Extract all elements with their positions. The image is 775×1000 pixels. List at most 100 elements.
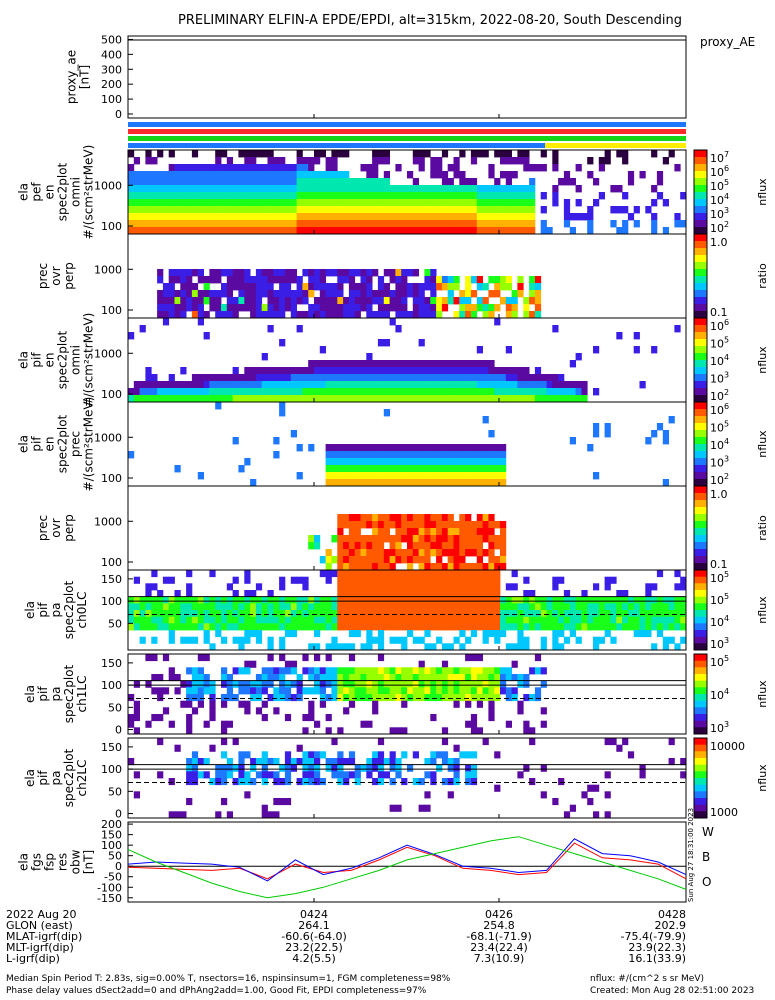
heatmap-cell bbox=[348, 528, 356, 536]
heatmap-cell bbox=[360, 395, 367, 403]
heatmap-cell bbox=[494, 521, 501, 529]
heatmap-cell bbox=[674, 325, 681, 333]
ylabel-prec_ovr_perp_i-line: prec bbox=[36, 515, 50, 541]
heatmap-cell bbox=[418, 374, 425, 382]
heatmap-cell bbox=[284, 192, 292, 200]
heatmap-cell bbox=[133, 185, 140, 193]
heatmap-cell bbox=[453, 596, 460, 604]
heatmap-cell bbox=[366, 353, 373, 361]
heatmap-cell bbox=[482, 367, 489, 375]
heatmap-cell bbox=[221, 674, 228, 682]
heatmap-cell bbox=[407, 556, 414, 564]
heatmap-cell bbox=[284, 304, 292, 312]
heatmap-cell bbox=[488, 563, 495, 571]
heatmap-cell bbox=[232, 596, 239, 604]
heatmap-cell bbox=[383, 185, 390, 193]
heatmap-cell bbox=[261, 276, 268, 284]
heatmap-cell bbox=[395, 590, 402, 598]
heatmap-cell bbox=[232, 636, 239, 644]
heatmap-cell bbox=[255, 297, 263, 305]
heatmap-cell bbox=[284, 758, 292, 766]
heatmap-cell bbox=[558, 178, 565, 186]
heatmap-cell bbox=[383, 220, 390, 228]
heatmap-cell bbox=[348, 700, 356, 708]
heatmap-cell bbox=[366, 290, 373, 298]
heatmap-cell bbox=[331, 556, 338, 564]
heatmap-cell bbox=[587, 596, 594, 604]
heatmap-cell bbox=[470, 465, 478, 473]
heatmap-cell bbox=[610, 220, 617, 228]
heatmap-cell bbox=[377, 360, 385, 368]
heatmap-cell bbox=[308, 764, 315, 772]
heatmap-cell bbox=[354, 479, 361, 487]
heatmap-cell bbox=[453, 583, 460, 591]
ytick-label: 100 bbox=[101, 93, 122, 106]
heatmap-cell bbox=[337, 576, 344, 584]
heatmap-cell bbox=[128, 616, 135, 624]
heatmap-cell bbox=[534, 616, 542, 624]
heatmap-cell bbox=[401, 444, 408, 452]
heatmap-cell bbox=[441, 667, 449, 675]
heatmap-cell bbox=[302, 395, 309, 403]
heatmap-cell bbox=[128, 623, 135, 631]
heatmap-cell bbox=[168, 395, 175, 403]
heatmap-cell bbox=[511, 381, 518, 389]
heatmap-cell bbox=[337, 667, 344, 675]
heatmap-cell bbox=[319, 346, 326, 354]
heatmap-cell bbox=[470, 458, 478, 466]
heatmap-cell bbox=[273, 199, 280, 207]
heatmap-cell bbox=[360, 521, 367, 529]
heatmap-cell bbox=[441, 150, 449, 158]
heatmap-cell bbox=[168, 720, 175, 728]
heatmap-cell bbox=[389, 304, 396, 312]
heatmap-cell bbox=[180, 276, 187, 284]
heatmap-cell bbox=[517, 700, 524, 708]
heatmap-cell bbox=[494, 623, 501, 631]
heatmap-cell bbox=[372, 269, 379, 277]
heatmap-cell bbox=[377, 751, 385, 759]
heatmap-cell bbox=[500, 283, 507, 291]
heatmap-cell bbox=[180, 269, 187, 277]
heatmap-cell bbox=[348, 570, 356, 578]
heatmap-cell bbox=[366, 563, 373, 571]
heatmap-cell bbox=[209, 570, 216, 578]
heatmap-cell bbox=[523, 596, 530, 604]
heatmap-cell bbox=[470, 185, 478, 193]
heatmap-cell bbox=[447, 535, 454, 543]
heatmap-cell bbox=[453, 556, 460, 564]
heatmap-cell bbox=[389, 185, 396, 193]
heatmap-cell bbox=[221, 304, 228, 312]
heatmap-cell bbox=[389, 276, 396, 284]
heatmap-cell bbox=[226, 388, 233, 396]
heatmap-cell bbox=[505, 694, 512, 702]
heatmap-cell bbox=[470, 192, 478, 200]
heatmap-cell bbox=[575, 353, 582, 361]
heatmap-cell bbox=[534, 367, 542, 375]
heatmap-cell bbox=[563, 199, 571, 207]
heatmap-cell bbox=[529, 778, 536, 786]
heatmap-cell bbox=[395, 304, 402, 312]
ylabel-ela_pif_en_prec-line: pif bbox=[30, 436, 44, 452]
heatmap-cell bbox=[459, 535, 466, 543]
heatmap-cell bbox=[238, 680, 245, 688]
heatmap-cell bbox=[656, 570, 664, 578]
heatmap-cell bbox=[168, 811, 175, 819]
heatmap-cell bbox=[476, 185, 483, 193]
heatmap-cell bbox=[250, 164, 257, 172]
heatmap-cell bbox=[488, 388, 495, 396]
heatmap-cell bbox=[244, 660, 251, 668]
colorbar-segment bbox=[694, 507, 707, 515]
heatmap-cell bbox=[372, 764, 379, 772]
heatmap-cell bbox=[133, 227, 140, 235]
heatmap-cell bbox=[500, 451, 507, 459]
heatmap-cell bbox=[197, 164, 204, 172]
heatmap-cell bbox=[157, 395, 164, 403]
heatmap-cell bbox=[250, 276, 257, 284]
heatmap-cell bbox=[226, 720, 233, 728]
heatmap-cell bbox=[412, 636, 419, 644]
colorbar-segment bbox=[694, 325, 707, 333]
heatmap-cell bbox=[517, 630, 524, 638]
heatmap-cell bbox=[587, 213, 594, 221]
heatmap-cell bbox=[284, 687, 292, 695]
heatmap-cell bbox=[383, 269, 390, 277]
